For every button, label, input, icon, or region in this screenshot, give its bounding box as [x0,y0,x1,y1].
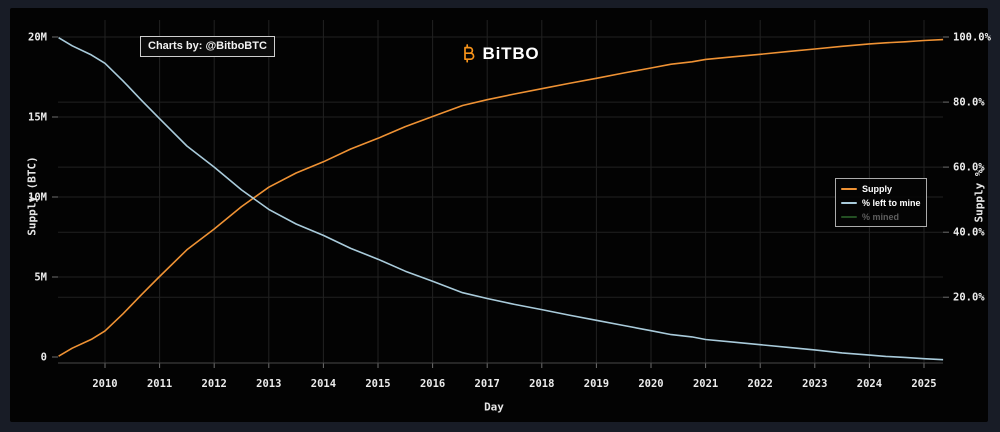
y-tick-label-right: 100.0% [953,32,992,44]
chart-panel [10,8,988,422]
x-tick-label: 2019 [584,378,609,390]
y-tick-label-left: 5M [34,272,47,284]
x-tick-label: 2015 [365,378,390,390]
y-tick-label-right: 20.0% [953,292,985,304]
y-tick-label-right: 80.0% [953,97,985,109]
x-tick-label: 2017 [475,378,500,390]
y-tick-label-left: 10M [28,192,47,204]
bitcoin-b-icon [463,43,474,63]
right-axis-title: Supply % [972,169,986,223]
legend-item-pct-left[interactable]: % left to mine [841,197,921,208]
x-tick-label: 2011 [147,378,172,390]
left-axis-title: Supply (BTC) [25,156,39,236]
y-tick-label-right: 60.0% [953,162,985,174]
charts-by-badge: Charts by: @BitboBTC [140,36,275,57]
x-tick-label: 2021 [693,378,718,390]
series-line-supply [58,38,944,357]
bitbo-logo[interactable]: BiTBO [0,42,1000,66]
x-axis-title: Day [484,400,504,414]
supply-swatch [841,187,857,190]
x-tick-label: 2023 [802,378,827,390]
x-tick-label: 2024 [857,378,882,390]
legend-item-pct-mined[interactable]: % mined [841,211,921,222]
y-tick-label-left: 20M [28,32,47,44]
pct-left-swatch [841,201,857,204]
x-tick-label: 2016 [420,378,445,390]
legend-label-pct-mined: % mined [862,211,900,222]
pct-mined-swatch [841,215,857,218]
x-tick-label: 2022 [748,378,773,390]
legend-label-supply: Supply [862,183,893,194]
x-tick-label: 2014 [311,378,336,390]
y-tick-label-right: 40.0% [953,227,985,239]
legend-label-pct-left: % left to mine [862,197,921,208]
y-tick-label-left: 0 [41,352,47,364]
x-tick-label: 2010 [92,378,117,390]
chart-legend: Supply % left to mine % mined [835,178,927,227]
legend-item-supply[interactable]: Supply [841,183,921,194]
logo-wordmark: BiTBO [482,44,540,63]
y-tick-label-left: 15M [28,112,47,124]
x-tick-label: 2025 [911,378,936,390]
charts-by-label: Charts by: @BitboBTC [148,40,267,52]
x-tick-label: 2013 [256,378,281,390]
series-line--left-to-mine [58,37,944,361]
x-tick-label: 2012 [202,378,227,390]
x-tick-label: 2020 [638,378,663,390]
x-tick-label: 2018 [529,378,554,390]
